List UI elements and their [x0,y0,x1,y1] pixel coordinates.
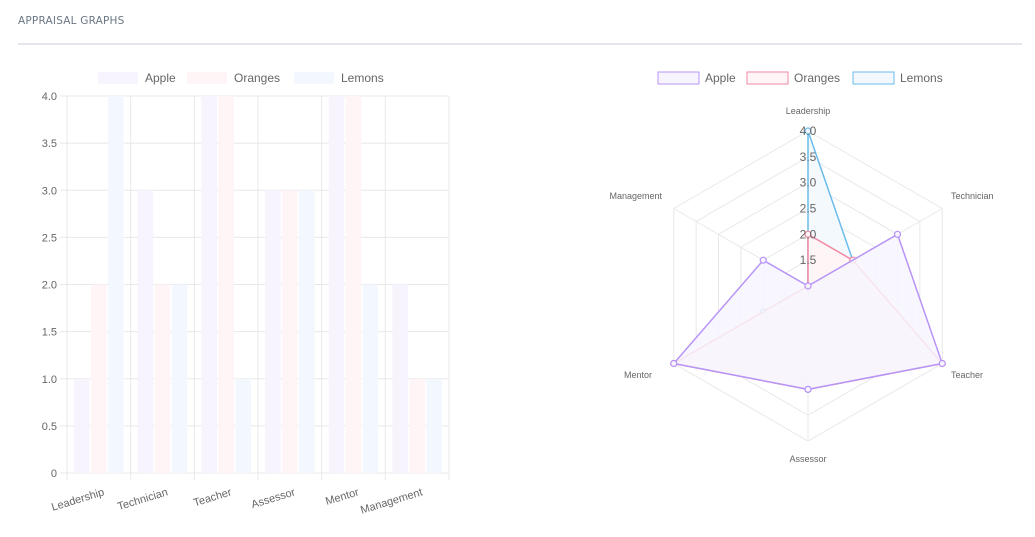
radar-point-lemons-leadership[interactable] [804,127,812,135]
bar-gridlines [60,95,450,480]
legend-label: Apple [705,71,736,85]
y-tick-label: 2.5 [42,232,57,244]
radar-point-apple-assessor[interactable] [804,385,812,393]
radar-legend-item-lemons[interactable]: Lemons [852,71,943,85]
section-title: APPRAISAL GRAPHS [18,15,125,27]
radar-point-apple-management[interactable] [759,256,767,264]
radar-legend: Apple Oranges Lemons [657,71,943,85]
y-tick-label: 2.0 [42,280,57,292]
bar-oranges-teacher[interactable] [218,96,234,473]
radar-point-apple-technician[interactable] [893,230,902,238]
bar-series [74,96,442,473]
radar-legend-item-apple[interactable]: Apple [657,71,736,85]
radar-legend-item-oranges[interactable]: Oranges [746,71,840,85]
radar-axis-label: Teacher [951,370,983,380]
bar-lemons-mentor[interactable] [362,284,379,474]
bar-legend: Apple Oranges Lemons [98,71,384,85]
bar-oranges-technician[interactable] [154,284,171,474]
radar-point-apple-leadership[interactable] [804,282,812,290]
radar-point-apple-mentor[interactable] [670,359,678,368]
legend-swatch [294,72,334,84]
radar-point-apple-teacher[interactable] [938,359,946,368]
legend-label: Apple [145,71,176,85]
radar-point-oranges-leadership[interactable] [804,230,812,238]
legend-swatch [746,71,789,85]
section-divider [18,43,1022,45]
legend-swatch [187,72,227,84]
bar-apple-management[interactable] [392,284,408,474]
radar-series-apple [670,230,946,393]
bar-oranges-leadership[interactable] [91,284,107,474]
y-tick-label: 3.0 [42,185,57,197]
radar-axis-label: Leadership [786,106,831,116]
bar-apple-teacher[interactable] [201,96,217,473]
radar-tick-label: 2.5 [800,202,817,216]
bar-apple-assessor[interactable] [265,190,281,473]
bar-legend-item-apple[interactable]: Apple [98,71,176,85]
bar-lemons-technician[interactable] [171,284,188,474]
radar-tick-label: 3.0 [800,176,817,190]
bar-apple-mentor[interactable] [328,96,345,473]
legend-label: Oranges [234,71,280,85]
bar-apple-leadership[interactable] [74,378,90,473]
legend-swatch [852,71,895,85]
bar-apple-technician[interactable] [137,190,154,473]
radar-tick-label: 3.5 [800,150,817,164]
bar-oranges-assessor[interactable] [282,190,298,473]
bar-chart: Apple Oranges Lemons 0 0.5 1.0 1.5 2.0 2.5 3.0 3.5… [42,71,450,517]
bar-legend-item-lemons[interactable]: Lemons [294,71,384,85]
radar-axis-label: Management [609,191,662,201]
y-tick-label: 0.5 [42,421,57,433]
bar-oranges-management[interactable] [409,378,425,473]
bar-oranges-mentor[interactable] [345,96,362,473]
legend-swatch [98,72,138,84]
y-tick-label: 1.5 [42,327,57,339]
radar-axis-label: Assessor [789,454,826,464]
legend-swatch [657,71,700,85]
y-tick-label: 3.5 [42,138,57,150]
radar-axis-label: Mentor [624,370,652,380]
y-tick-label: 1.0 [42,374,57,386]
bar-lemons-assessor[interactable] [299,190,315,473]
radar-tick-label: 2.0 [800,227,817,241]
radar-tick-label: 4.0 [800,124,817,138]
bar-lemons-teacher[interactable] [235,378,251,473]
legend-label: Lemons [341,71,384,85]
legend-label: Oranges [794,71,840,85]
bar-lemons-leadership[interactable] [108,96,124,473]
y-tick-label: 4.0 [42,91,57,103]
radar-axis-label: Technician [951,191,994,201]
bar-legend-item-oranges[interactable]: Oranges [187,71,280,85]
y-tick-label: 0 [51,468,57,480]
legend-label: Lemons [900,71,943,85]
bar-lemons-management[interactable] [426,378,442,473]
radar-tick-label: 1.5 [800,253,817,267]
